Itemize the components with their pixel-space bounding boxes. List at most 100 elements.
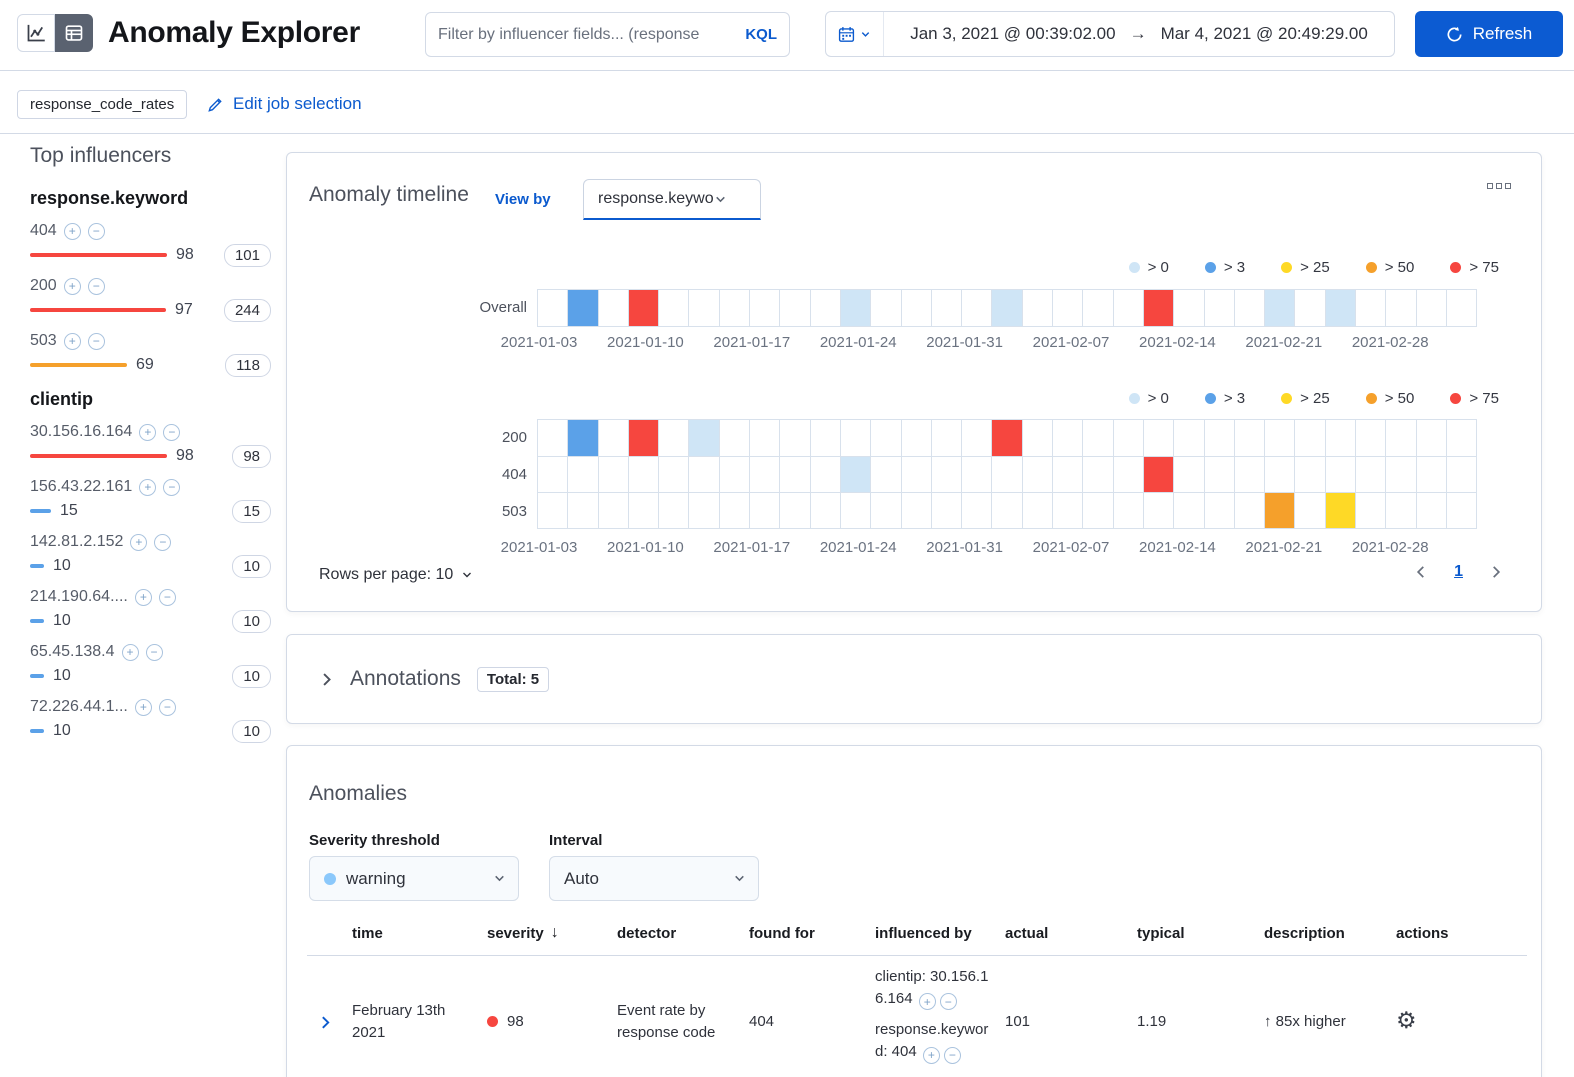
swimlane-cell[interactable]	[1265, 457, 1296, 492]
swimlane-cell[interactable]	[568, 457, 599, 492]
swimlane-cell[interactable]	[750, 493, 781, 528]
swimlane-cell[interactable]	[1114, 290, 1144, 326]
swimlane-cell[interactable]	[1265, 290, 1296, 326]
swimlane-cell[interactable]	[962, 457, 993, 492]
swimlane-cell[interactable]	[1235, 290, 1266, 326]
next-page-button[interactable]	[1489, 564, 1503, 580]
swimlane-cell[interactable]	[1295, 420, 1326, 456]
remove-filter-icon[interactable]: −	[87, 222, 105, 240]
swimlane-cell[interactable]	[659, 290, 690, 326]
job-badge[interactable]: response_code_rates	[17, 90, 188, 119]
swimlane-cell[interactable]	[1083, 420, 1114, 456]
swimlane-cell[interactable]	[659, 493, 690, 528]
remove-filter-icon[interactable]: −	[163, 423, 181, 441]
swimlane-cell[interactable]	[720, 290, 751, 326]
swimlane-cell[interactable]	[1144, 493, 1175, 528]
swimlane-cell[interactable]	[689, 420, 720, 456]
swimlane-cell[interactable]	[1053, 290, 1084, 326]
swimlane-cell[interactable]	[1386, 457, 1417, 492]
swimlane-cell[interactable]	[962, 493, 993, 528]
swimlane-cell[interactable]	[1447, 420, 1476, 456]
swimlane-cell[interactable]	[1205, 493, 1235, 528]
add-filter-icon[interactable]: +	[130, 533, 148, 551]
swimlane-cell[interactable]	[1295, 290, 1326, 326]
swimlane-cell[interactable]	[841, 493, 872, 528]
swimlane-cell[interactable]	[780, 420, 811, 456]
swimlane-cell[interactable]	[1235, 457, 1266, 492]
swimlane-cell[interactable]	[1417, 493, 1447, 528]
swimlane-cell[interactable]	[628, 290, 660, 326]
swimlane-cell[interactable]	[1295, 457, 1326, 492]
column-header-actions[interactable]: actions	[1396, 924, 1449, 942]
swimlane-cell[interactable]	[1325, 493, 1357, 528]
swimlane-cell[interactable]	[1174, 457, 1205, 492]
swimlane-cell[interactable]	[1174, 420, 1205, 456]
swimlane-cell[interactable]	[1235, 493, 1266, 528]
swimlane-cell[interactable]	[599, 493, 629, 528]
column-header-typical[interactable]: typical	[1137, 924, 1185, 942]
swimlane-cell[interactable]	[1417, 420, 1447, 456]
swimlane-cell[interactable]	[538, 493, 569, 528]
add-filter-icon[interactable]: +	[918, 993, 936, 1011]
add-filter-icon[interactable]: +	[63, 222, 81, 240]
swimlane-cell[interactable]	[1174, 290, 1205, 326]
swimlane-cell[interactable]	[780, 290, 811, 326]
gear-icon[interactable]: ⚙	[1396, 1007, 1417, 1034]
add-filter-icon[interactable]: +	[139, 478, 157, 496]
panel-menu-icon[interactable]	[1487, 183, 1511, 189]
swimlane-cell[interactable]	[1083, 457, 1114, 492]
swimlane-cell[interactable]	[1143, 457, 1175, 492]
swimlane-cell[interactable]	[1114, 493, 1144, 528]
swimlane-cell[interactable]	[1265, 493, 1296, 528]
swimlane-cell[interactable]	[538, 457, 569, 492]
remove-filter-icon[interactable]: −	[145, 643, 163, 661]
remove-filter-icon[interactable]: −	[87, 277, 105, 295]
add-filter-icon[interactable]: +	[139, 423, 157, 441]
add-filter-icon[interactable]: +	[134, 588, 152, 606]
swimlane-cell[interactable]	[720, 493, 751, 528]
swimlane-cell[interactable]	[1053, 420, 1084, 456]
add-filter-icon[interactable]: +	[134, 698, 152, 716]
swimlane-cell[interactable]	[962, 290, 993, 326]
previous-page-button[interactable]	[1414, 564, 1428, 580]
swimlane-cell[interactable]	[689, 457, 720, 492]
swimlane-cell[interactable]	[992, 290, 1023, 326]
swimlane-cell[interactable]	[811, 457, 841, 492]
table-view-button[interactable]	[55, 14, 93, 52]
column-header-actual[interactable]: actual	[1005, 924, 1049, 942]
swimlane-cell[interactable]	[871, 457, 902, 492]
swimlane-cell[interactable]	[689, 290, 720, 326]
swimlane-cell[interactable]	[659, 420, 690, 456]
remove-filter-icon[interactable]: −	[163, 478, 181, 496]
refresh-button[interactable]: Refresh	[1415, 11, 1563, 57]
swimlane-cell[interactable]	[720, 420, 751, 456]
remove-filter-icon[interactable]: −	[943, 1046, 961, 1064]
column-header-detector[interactable]: detector	[617, 924, 677, 942]
swimlane-cell[interactable]	[629, 493, 660, 528]
swimlane-cell[interactable]	[1144, 420, 1175, 456]
swimlane-cell[interactable]	[932, 290, 963, 326]
swimlane-cell[interactable]	[659, 457, 690, 492]
remove-filter-icon[interactable]: −	[87, 332, 105, 350]
swimlane-cell[interactable]	[992, 457, 1023, 492]
column-header-severity[interactable]: severity ↓	[487, 924, 559, 942]
swimlane-cell[interactable]	[992, 493, 1023, 528]
swimlane-cell[interactable]	[628, 420, 660, 456]
swimlane-cell[interactable]	[1053, 493, 1084, 528]
swimlane-cell[interactable]	[1386, 420, 1417, 456]
swimlane-cell[interactable]	[1053, 457, 1084, 492]
column-header-found-for[interactable]: found for	[749, 924, 815, 942]
view-by-select[interactable]: response.keyword	[583, 179, 761, 220]
annotations-expand-chevron[interactable]	[319, 671, 334, 688]
swimlane-cell[interactable]	[1205, 420, 1235, 456]
swimlane-cell[interactable]	[1143, 290, 1175, 326]
influencer-filter-input[interactable]	[438, 25, 738, 44]
swimlane-cell[interactable]	[902, 290, 932, 326]
add-filter-icon[interactable]: +	[63, 332, 81, 350]
swimlane-cell[interactable]	[1083, 290, 1114, 326]
rows-per-page-button[interactable]: Rows per page: 10	[319, 566, 473, 584]
quick-select-menu-button[interactable]	[826, 12, 884, 56]
swimlane-cell[interactable]	[1205, 290, 1235, 326]
swimlane-cell[interactable]	[568, 493, 599, 528]
swimlane-cell[interactable]	[902, 493, 932, 528]
